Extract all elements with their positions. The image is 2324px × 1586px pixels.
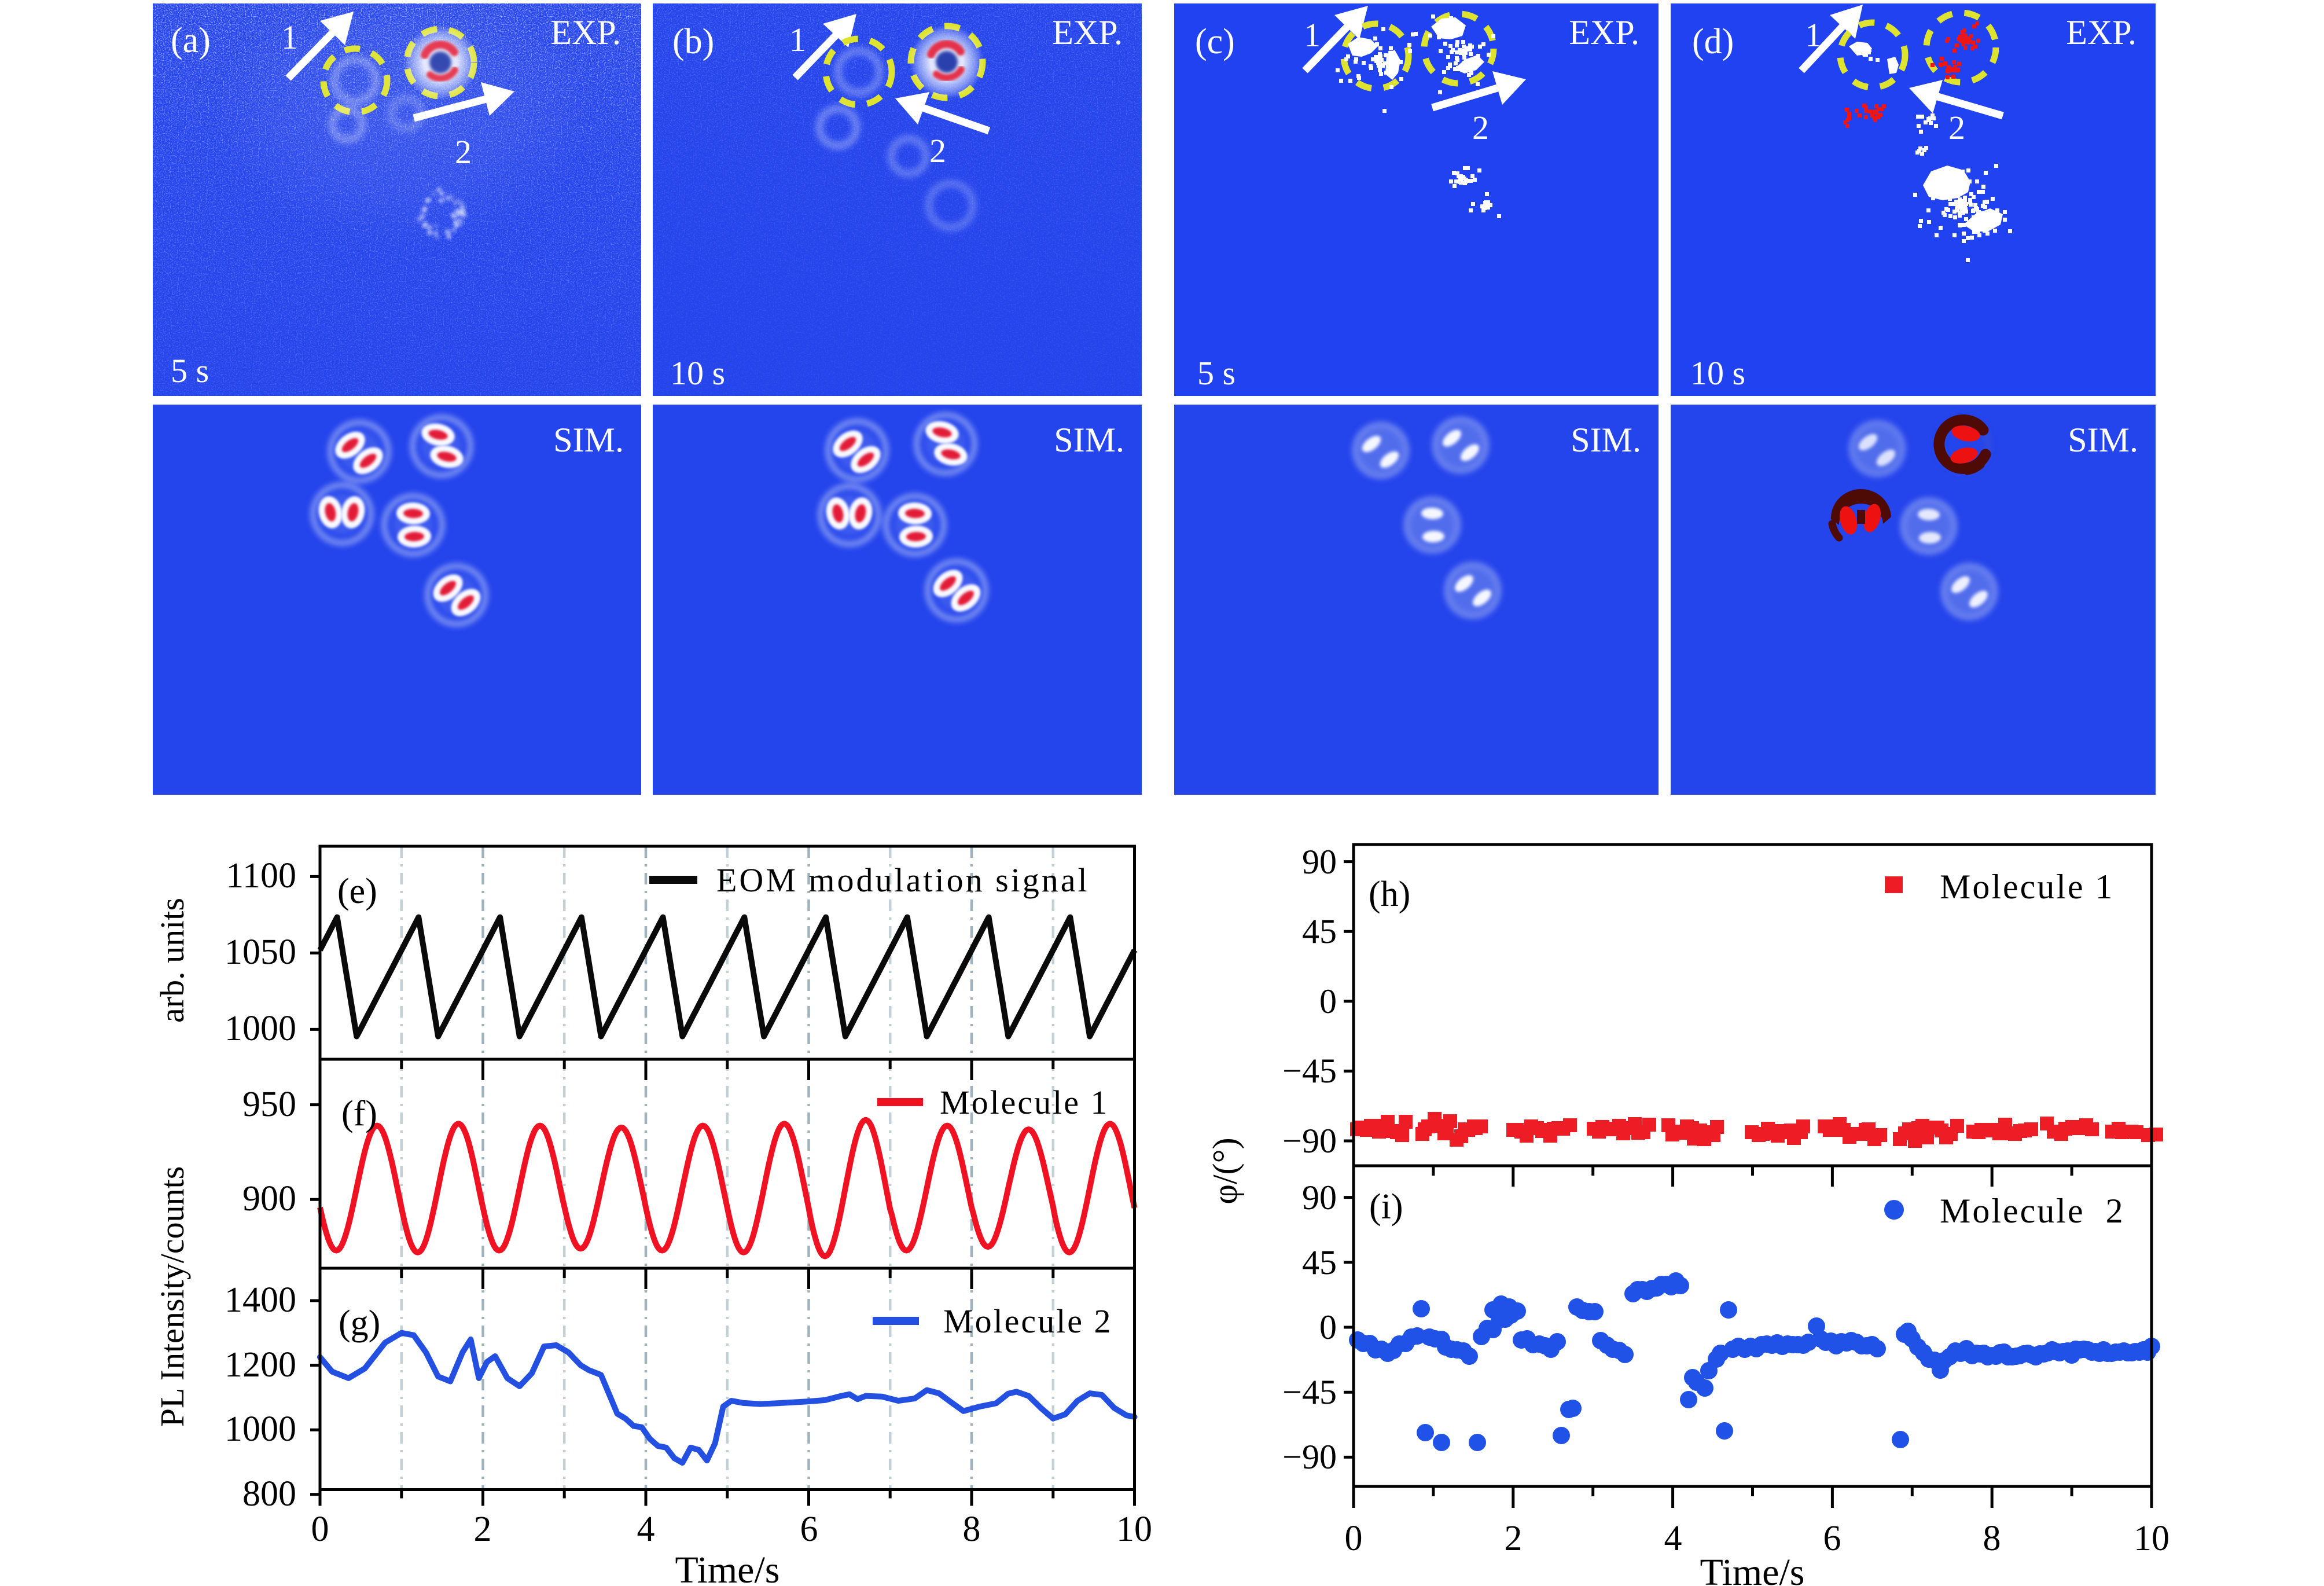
svg-text:10: 10 [1116, 1510, 1152, 1549]
svg-text:8: 8 [1983, 1519, 2001, 1558]
svg-text:1050: 1050 [225, 932, 296, 972]
svg-text:90: 90 [1302, 843, 1337, 881]
svg-text:1000: 1000 [225, 1009, 296, 1048]
svg-text:−90: −90 [1282, 1122, 1337, 1160]
svg-text:(a): (a) [171, 21, 211, 60]
svg-text:1200: 1200 [225, 1345, 296, 1385]
svg-text:Time/s: Time/s [675, 1549, 780, 1586]
svg-text:Time/s: Time/s [1700, 1551, 1805, 1586]
svg-text:(f): (f) [341, 1094, 377, 1133]
svg-text:2: 2 [1472, 109, 1489, 146]
svg-text:5 s: 5 s [171, 352, 209, 390]
svg-text:2: 2 [929, 132, 946, 170]
svg-text:Molecule 2: Molecule 2 [943, 1302, 1113, 1340]
svg-text:10 s: 10 s [1690, 354, 1745, 392]
svg-text:2: 2 [1948, 109, 1965, 146]
svg-text:1400: 1400 [225, 1280, 296, 1320]
svg-text:EXP.: EXP. [1052, 13, 1123, 52]
svg-text:arb. units: arb. units [153, 898, 191, 1023]
svg-text:SIM.: SIM. [1054, 421, 1124, 459]
svg-text:10 s: 10 s [670, 354, 725, 392]
svg-text:Molecule 2: Molecule 2 [1940, 1192, 2125, 1230]
svg-text:(e): (e) [337, 872, 377, 911]
svg-text:(g): (g) [339, 1304, 380, 1343]
svg-text:0: 0 [1319, 1308, 1337, 1346]
svg-text:(d): (d) [1692, 22, 1734, 61]
svg-text:SIM.: SIM. [2068, 421, 2138, 459]
svg-text:6: 6 [800, 1510, 818, 1549]
svg-text:45: 45 [1302, 912, 1337, 950]
svg-text:6: 6 [1823, 1519, 1841, 1558]
svg-text:950: 950 [242, 1085, 296, 1124]
svg-text:PL Intensity/counts: PL Intensity/counts [153, 1166, 191, 1427]
svg-text:SIM.: SIM. [553, 421, 624, 459]
svg-text:(c): (c) [1195, 22, 1235, 61]
svg-text:0: 0 [1319, 982, 1337, 1020]
svg-text:1: 1 [1304, 16, 1321, 54]
svg-text:(i): (i) [1369, 1187, 1403, 1227]
svg-text:4: 4 [1664, 1519, 1682, 1558]
svg-text:1000: 1000 [225, 1409, 296, 1449]
svg-text:90: 90 [1302, 1179, 1337, 1217]
svg-text:45: 45 [1302, 1243, 1337, 1282]
svg-text:(b): (b) [672, 22, 714, 61]
svg-text:1: 1 [789, 21, 806, 58]
svg-text:φ/(°): φ/(°) [1206, 1137, 1244, 1204]
svg-text:10: 10 [2134, 1519, 2169, 1558]
svg-text:2: 2 [1505, 1519, 1523, 1558]
svg-text:0: 0 [311, 1510, 329, 1549]
svg-text:EOM modulation signal: EOM modulation signal [716, 861, 1090, 899]
svg-text:800: 800 [242, 1474, 296, 1514]
svg-text:2: 2 [474, 1510, 492, 1549]
svg-text:0: 0 [1345, 1519, 1363, 1558]
svg-text:EXP.: EXP. [1569, 13, 1639, 52]
svg-text:900: 900 [242, 1179, 296, 1218]
svg-text:−45: −45 [1282, 1373, 1337, 1411]
svg-text:4: 4 [637, 1510, 655, 1549]
svg-text:−45: −45 [1282, 1052, 1337, 1090]
svg-text:−90: −90 [1282, 1438, 1337, 1476]
svg-text:(h): (h) [1369, 875, 1410, 914]
svg-text:SIM.: SIM. [1571, 421, 1641, 459]
svg-text:5 s: 5 s [1197, 354, 1235, 392]
svg-text:8: 8 [963, 1510, 981, 1549]
svg-text:EXP.: EXP. [2066, 13, 2137, 52]
svg-text:Molecule 1: Molecule 1 [940, 1084, 1109, 1121]
svg-text:Molecule 1: Molecule 1 [1940, 868, 2115, 906]
svg-text:1100: 1100 [226, 856, 296, 895]
